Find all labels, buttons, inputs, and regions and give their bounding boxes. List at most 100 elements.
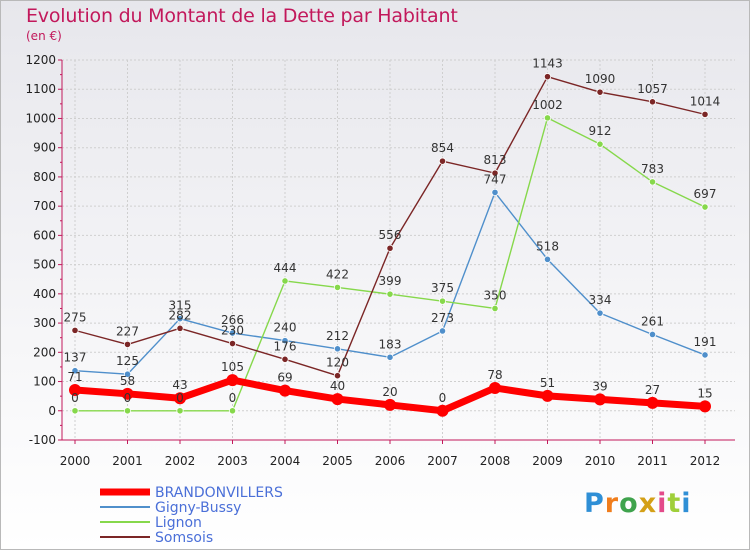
data-point (701, 351, 709, 359)
data-point (281, 337, 289, 345)
legend-label: BRANDONVILLERS (155, 485, 283, 501)
data-label: 240 (274, 321, 297, 335)
data-point (228, 407, 237, 415)
data-label: 105 (221, 360, 244, 374)
x-tick-label: 2003 (217, 454, 248, 468)
data-point (596, 140, 604, 148)
logo-letter: o (619, 488, 639, 519)
data-label: 444 (274, 261, 297, 275)
chart-subtitle: (en €) (26, 29, 62, 43)
data-label: 27 (645, 383, 660, 397)
logo-letter: t (667, 488, 682, 519)
y-tick-label: 900 (33, 141, 56, 155)
x-tick-label: 2011 (637, 454, 668, 468)
x-tick-label: 2012 (690, 454, 721, 468)
x-tick-label: 2001 (112, 454, 143, 468)
data-point (333, 345, 342, 353)
x-tick-label: 2007 (427, 454, 458, 468)
x-tick-label: 2000 (60, 454, 91, 468)
data-label: 0 (124, 391, 132, 405)
grid (62, 59, 735, 441)
data-point (491, 304, 499, 313)
data-label: 854 (431, 141, 454, 155)
series-group (69, 73, 711, 417)
data-point (386, 244, 394, 252)
x-tick-label: 2008 (480, 454, 511, 468)
data-point (226, 374, 239, 387)
y-tick-label: 1200 (25, 53, 56, 67)
data-point (386, 290, 394, 298)
data-label: 227 (116, 324, 139, 338)
data-label: 1143 (532, 57, 563, 71)
logo-letter: P (584, 488, 605, 519)
data-point (228, 339, 237, 348)
legend-label: Gigny-Bussy (155, 500, 241, 516)
data-label: 783 (641, 162, 664, 176)
data-label: 1057 (637, 82, 668, 96)
y-tick-label: 400 (33, 287, 56, 301)
data-label: 183 (379, 337, 402, 351)
data-point (71, 326, 79, 334)
logo-letter: x (638, 488, 658, 519)
data-label: 120 (326, 356, 349, 370)
data-point (331, 393, 344, 406)
data-point (386, 353, 394, 361)
data-label: 58 (120, 374, 135, 388)
data-point (648, 98, 657, 106)
data-label: 315 (169, 299, 192, 313)
data-point (596, 88, 604, 96)
data-label: 1002 (532, 98, 563, 112)
data-label: 813 (484, 153, 507, 167)
legend-label: Somsois (155, 530, 213, 546)
data-label: 0 (439, 391, 447, 405)
data-point (176, 407, 184, 415)
y-tick-label: 1000 (25, 111, 56, 125)
data-point (541, 389, 554, 402)
y-tick-label: -100 (29, 433, 56, 447)
data-point (701, 110, 709, 118)
x-tick-label: 2006 (375, 454, 406, 468)
data-point (543, 114, 552, 122)
data-point (281, 355, 289, 363)
data-point (438, 297, 447, 305)
y-tick-label: 600 (33, 228, 56, 242)
x-tick-label: 2004 (270, 454, 301, 468)
data-label: 15 (697, 386, 712, 400)
data-label: 275 (64, 310, 87, 324)
data-point (646, 396, 659, 409)
data-label: 273 (431, 311, 454, 325)
data-label: 1014 (690, 94, 721, 108)
data-label: 399 (379, 274, 402, 288)
data-point (123, 370, 132, 378)
data-label: 261 (641, 314, 664, 328)
data-label: 266 (221, 313, 244, 327)
data-point (123, 340, 132, 349)
data-point (596, 309, 604, 317)
data-label: 334 (589, 293, 612, 307)
data-point (333, 283, 342, 292)
logo-letter: r (604, 488, 620, 519)
axes (58, 59, 735, 444)
data-point (648, 178, 657, 186)
data-labels: 71 58 43 105 69 40 20 0 78 51 39 27 15 137 125 315 266 24… (64, 57, 721, 405)
data-label: 51 (540, 376, 555, 390)
data-label: 697 (694, 187, 717, 201)
logo-letter: i (657, 488, 668, 519)
data-point (174, 392, 186, 405)
x-tick-label: 2009 (532, 454, 563, 468)
y-tick-label: 800 (33, 170, 56, 184)
y-tick-label: 0 (48, 404, 56, 418)
proxiti-logo: Proxiti (584, 488, 692, 519)
data-label: 69 (277, 371, 292, 385)
data-point (648, 330, 657, 339)
data-label: 350 (484, 288, 507, 302)
data-label: 422 (326, 267, 349, 281)
x-tick-label: 2005 (322, 454, 353, 468)
data-label: 556 (379, 228, 402, 242)
data-point (176, 315, 184, 323)
data-label: 137 (64, 351, 87, 365)
data-label: 912 (589, 124, 612, 138)
data-label: 747 (484, 172, 507, 186)
